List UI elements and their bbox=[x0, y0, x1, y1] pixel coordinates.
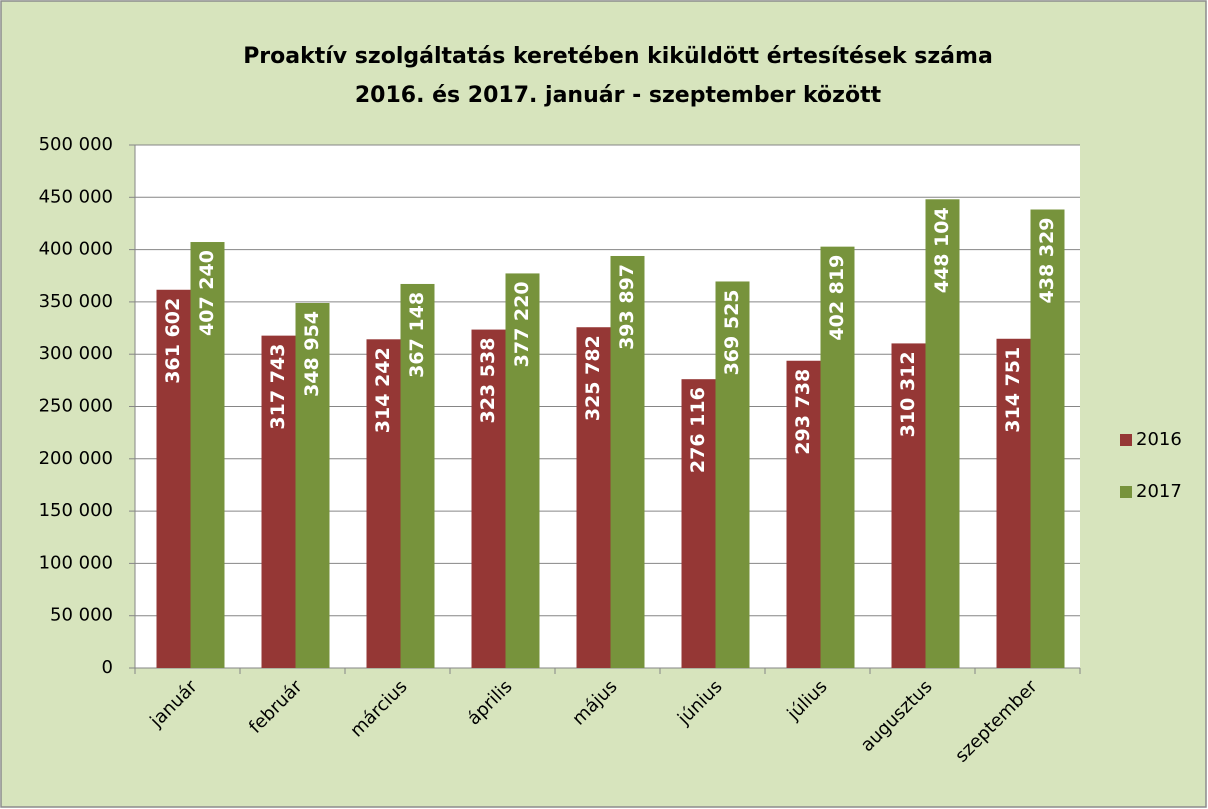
legend-label: 2017 bbox=[1136, 481, 1182, 502]
y-tick-label: 50 000 bbox=[50, 605, 113, 626]
data-label: 348 954 bbox=[301, 311, 323, 397]
data-label: 367 148 bbox=[406, 292, 428, 378]
bar bbox=[190, 242, 225, 668]
data-label: 407 240 bbox=[196, 250, 218, 336]
data-label: 314 751 bbox=[1002, 347, 1024, 433]
bar bbox=[261, 335, 296, 668]
bar bbox=[891, 343, 926, 668]
data-label: 325 782 bbox=[582, 335, 604, 421]
data-label: 317 743 bbox=[267, 344, 289, 430]
y-tick-label: 100 000 bbox=[39, 552, 113, 573]
data-label: 393 897 bbox=[616, 264, 638, 350]
bar bbox=[1030, 209, 1065, 668]
legend-swatch bbox=[1120, 486, 1132, 498]
data-label: 361 602 bbox=[162, 298, 184, 384]
data-label: 369 525 bbox=[721, 289, 743, 375]
data-label: 293 738 bbox=[792, 369, 814, 455]
data-label: 377 220 bbox=[511, 281, 533, 367]
data-label: 448 104 bbox=[931, 207, 953, 293]
data-label: 310 312 bbox=[897, 351, 919, 437]
bar bbox=[610, 255, 645, 668]
y-tick-label: 400 000 bbox=[39, 239, 113, 260]
chart-title: Proaktív szolgáltatás keretében kiküldöt… bbox=[243, 44, 993, 69]
data-label: 276 116 bbox=[687, 387, 709, 473]
y-tick-label: 450 000 bbox=[39, 186, 113, 207]
bar bbox=[715, 281, 750, 668]
y-tick-label: 500 000 bbox=[39, 134, 113, 155]
bar bbox=[576, 327, 611, 668]
bar bbox=[471, 329, 506, 668]
bar bbox=[366, 339, 401, 668]
bar bbox=[996, 338, 1031, 668]
y-tick-label: 150 000 bbox=[39, 500, 113, 521]
y-tick-label: 200 000 bbox=[39, 448, 113, 469]
bar bbox=[400, 283, 435, 668]
legend-swatch bbox=[1120, 434, 1132, 446]
legend-label: 2016 bbox=[1136, 429, 1182, 450]
y-tick-label: 350 000 bbox=[39, 291, 113, 312]
data-label: 402 819 bbox=[826, 255, 848, 341]
y-tick-label: 300 000 bbox=[39, 343, 113, 364]
y-tick-label: 0 bbox=[102, 657, 113, 678]
data-label: 438 329 bbox=[1036, 218, 1058, 304]
data-label: 323 538 bbox=[477, 338, 499, 424]
bar bbox=[786, 360, 821, 668]
chart-title: 2016. és 2017. január - szeptember közöt… bbox=[355, 83, 882, 108]
y-tick-label: 250 000 bbox=[39, 396, 113, 417]
bar bbox=[295, 302, 330, 668]
bar bbox=[820, 246, 855, 669]
bar bbox=[156, 289, 191, 668]
bar bbox=[925, 199, 960, 669]
bar bbox=[681, 379, 716, 668]
data-label: 314 242 bbox=[372, 347, 394, 433]
bar bbox=[505, 273, 540, 668]
